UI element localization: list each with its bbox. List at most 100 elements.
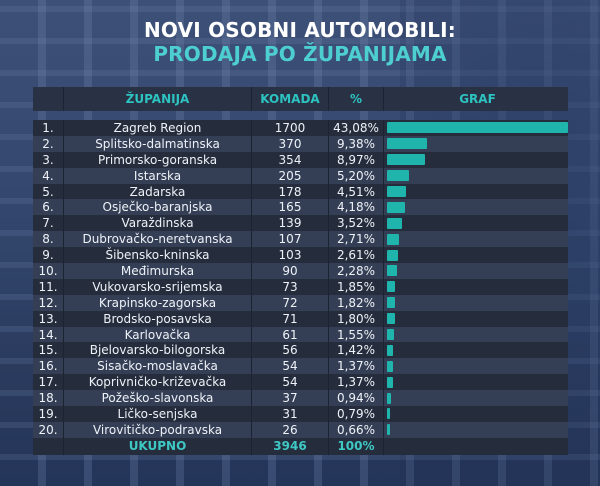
quantity-cell: 73 (252, 278, 329, 295)
table-row: 14. Karlovačka 61 1,55% (33, 326, 568, 343)
county-cell: Osječko-baranjska (64, 199, 252, 216)
bar (387, 408, 390, 420)
quantity-cell: 54 (252, 358, 329, 375)
total-rank-cell (33, 437, 64, 455)
quantity-cell: 107 (252, 231, 329, 248)
rank-cell: 18. (33, 390, 64, 407)
table-row: 13. Brodsko-posavska 71 1,80% (33, 310, 568, 327)
percent-cell: 0,94% (329, 390, 384, 407)
bar (387, 233, 399, 245)
percent-cell: 5,20% (329, 167, 384, 184)
percent-cell: 1,80% (329, 310, 384, 327)
quantity-cell: 37 (252, 390, 329, 407)
quantity-cell: 139 (252, 215, 329, 232)
percent-cell: 1,42% (329, 342, 384, 359)
county-cell: Zadarska (64, 183, 252, 200)
bar (387, 170, 409, 182)
percent-cell: 43,08% (329, 120, 384, 136)
quantity-cell: 71 (252, 310, 329, 327)
bar (387, 392, 391, 404)
percent-cell: 1,82% (329, 294, 384, 311)
quantity-cell: 54 (252, 374, 329, 391)
rank-cell: 7. (33, 215, 64, 232)
graph-cell (384, 342, 568, 358)
bar (387, 329, 394, 341)
rank-cell: 6. (33, 199, 64, 216)
quantity-cell: 1700 (252, 120, 329, 136)
header-percent: % (329, 87, 384, 111)
quantity-cell: 178 (252, 183, 329, 200)
percent-cell: 2,61% (329, 247, 384, 264)
percent-cell: 1,85% (329, 278, 384, 295)
quantity-cell: 103 (252, 247, 329, 264)
table-row: 1. Zagreb Region 1700 43,08% (33, 120, 568, 136)
percent-cell: 2,28% (329, 263, 384, 279)
percent-cell: 1,37% (329, 374, 384, 391)
graph-cell (384, 184, 568, 200)
bar (387, 344, 393, 356)
county-cell: Bjelovarsko-bilogorska (64, 342, 252, 359)
graph-cell (384, 120, 568, 136)
rank-cell: 16. (33, 358, 64, 375)
county-cell: Požeško-slavonska (64, 390, 252, 407)
table-row: 8. Dubrovačko-neretvanska 107 2,71% (33, 231, 568, 248)
graph-cell (384, 374, 568, 390)
rank-cell: 9. (33, 247, 64, 264)
bar (387, 217, 402, 229)
rank-cell: 5. (33, 183, 64, 200)
graph-cell (384, 311, 568, 327)
rank-cell: 15. (33, 342, 64, 359)
graph-cell (384, 263, 568, 279)
table-row: 3. Primorsko-goranska 354 8,97% (33, 151, 568, 168)
header-county: ŽUPANIJA (64, 87, 252, 111)
percent-cell: 0,66% (329, 421, 384, 438)
total-label: UKUPNO (64, 437, 252, 455)
table-row: 10. Međimurska 90 2,28% (33, 263, 568, 279)
table-row: 4. Istarska 205 5,20% (33, 167, 568, 184)
bar (387, 201, 405, 213)
bar (387, 249, 398, 261)
table-row: 5. Zadarska 178 4,51% (33, 183, 568, 200)
county-cell: Međimurska (64, 263, 252, 279)
graph-cell (384, 422, 568, 438)
graph-cell (384, 390, 568, 406)
bar (387, 186, 406, 197)
table-row: 6. Osječko-baranjska 165 4,18% (33, 199, 568, 216)
bar (387, 360, 393, 372)
county-cell: Virovitičko-podravska (64, 421, 252, 438)
rank-cell: 11. (33, 278, 64, 295)
total-row: UKUPNO 3946 100% (33, 437, 568, 455)
graph-cell (384, 199, 568, 215)
table-row: 9. Šibensko-kninska 103 2,61% (33, 247, 568, 264)
table-row: 17. Koprivničko-križevačka 54 1,37% (33, 374, 568, 391)
header-graph: GRAF (459, 92, 496, 106)
percent-cell: 0,79% (329, 406, 384, 422)
table-body: 1. Zagreb Region 1700 43,08% 2. Splitsko-dalm… (33, 120, 568, 438)
graph-cell (384, 406, 568, 422)
county-cell: Vukovarsko-srijemska (64, 278, 252, 295)
total-graph-cell (384, 438, 568, 455)
rank-cell: 8. (33, 231, 64, 248)
county-cell: Splitsko-dalmatinska (64, 135, 252, 152)
graph-cell (384, 279, 568, 295)
county-cell: Zagreb Region (64, 120, 252, 136)
total-percent: 100% (329, 437, 384, 455)
bar (387, 122, 568, 134)
header-gap (33, 111, 568, 120)
bar (387, 281, 395, 293)
table-row: 15. Bjelovarsko-bilogorska 56 1,42% (33, 342, 568, 359)
rank-cell: 3. (33, 151, 64, 168)
county-cell: Istarska (64, 167, 252, 184)
table-header: ŽUPANIJA KOMADA % GRAF (33, 87, 568, 111)
percent-cell: 3,52% (329, 215, 384, 232)
county-cell: Ličko-senjska (64, 406, 252, 422)
title-line-1: NOVI OSOBNI AUTOMOBILI: (143, 18, 456, 42)
table-row: 19. Ličko-senjska 31 0,79% (33, 406, 568, 422)
rank-cell: 10. (33, 263, 64, 279)
graph-cell (384, 168, 568, 184)
table-row: 12. Krapinsko-zagorska 72 1,82% (33, 294, 568, 311)
percent-cell: 9,38% (329, 135, 384, 152)
table-row: 16. Sisačko-moslavačka 54 1,37% (33, 358, 568, 375)
rank-cell: 13. (33, 310, 64, 327)
quantity-cell: 56 (252, 342, 329, 359)
